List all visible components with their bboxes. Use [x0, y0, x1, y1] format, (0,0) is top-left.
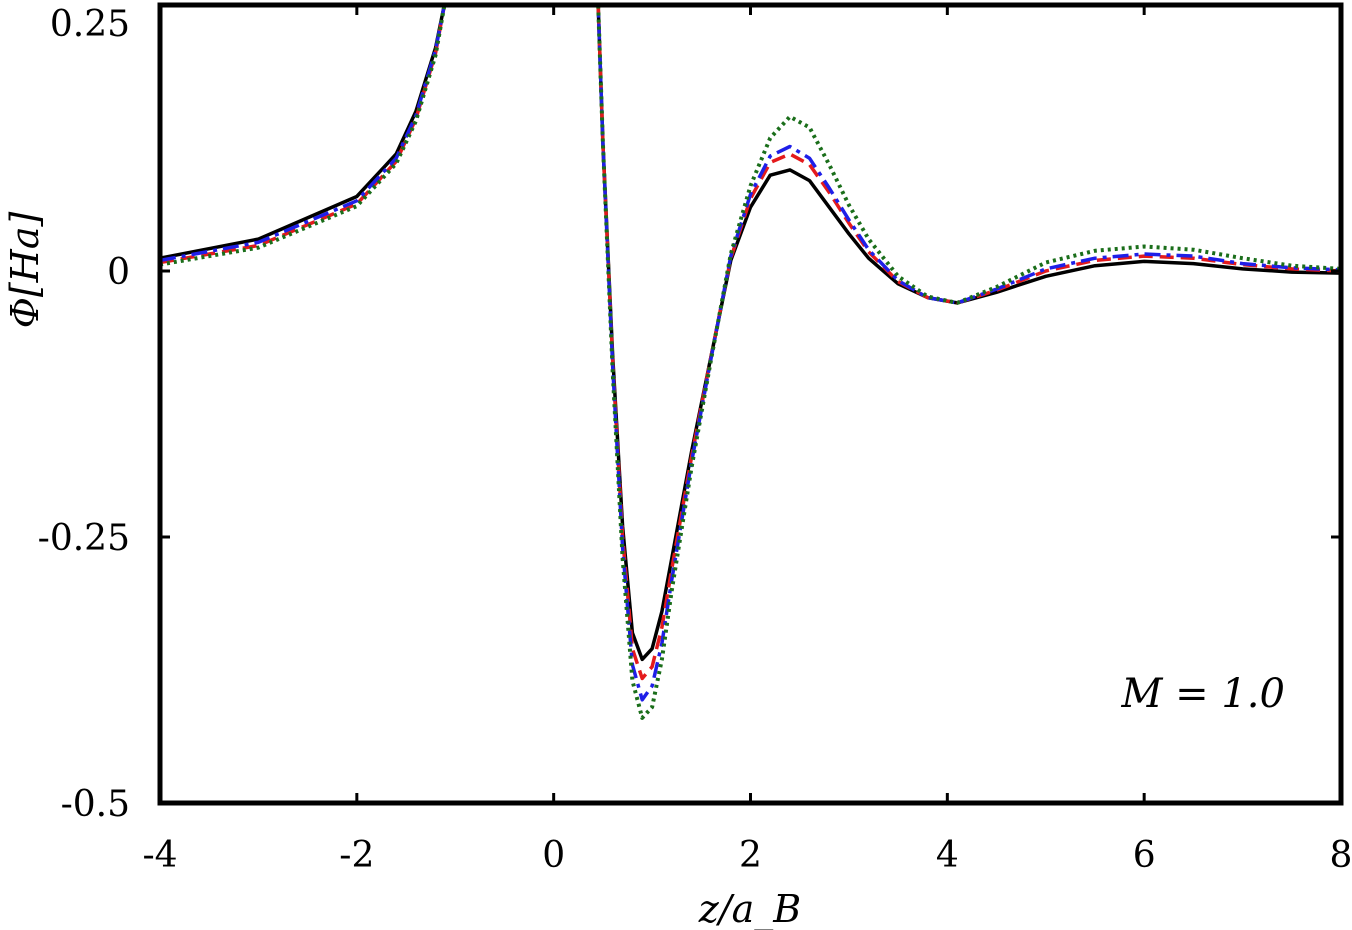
y-tick-label-1: -0.25 — [38, 518, 130, 559]
series-layer — [160, 5, 1341, 720]
tick-layer: -4 -2 0 2 4 6 8 -0.5 -0.25 0 0.25 — [38, 3, 1352, 876]
series-line-0 — [160, 5, 1341, 662]
y-axis-label: Φ[Ha] — [3, 212, 47, 329]
series-line-3 — [160, 5, 1341, 720]
y-tick-label-3: 0.25 — [50, 4, 130, 45]
x-tick-label-1: -2 — [339, 835, 374, 876]
x-tick-label-0: -4 — [142, 835, 177, 876]
x-tick-label-4: 4 — [936, 835, 959, 876]
y-tick-label-0: -0.5 — [61, 784, 130, 825]
x-tick-label-3: 2 — [739, 835, 762, 876]
x-tick-label-5: 6 — [1133, 835, 1156, 876]
y-tick-label-2: 0 — [107, 252, 130, 293]
annotation-label: M = 1.0 — [1120, 671, 1285, 717]
series-line-1 — [160, 5, 1341, 681]
x-axis-label: z/a_B — [698, 887, 801, 930]
x-tick-label-2: 0 — [542, 835, 565, 876]
series-line-2 — [160, 5, 1341, 702]
x-tick-label-6: 8 — [1330, 835, 1352, 876]
